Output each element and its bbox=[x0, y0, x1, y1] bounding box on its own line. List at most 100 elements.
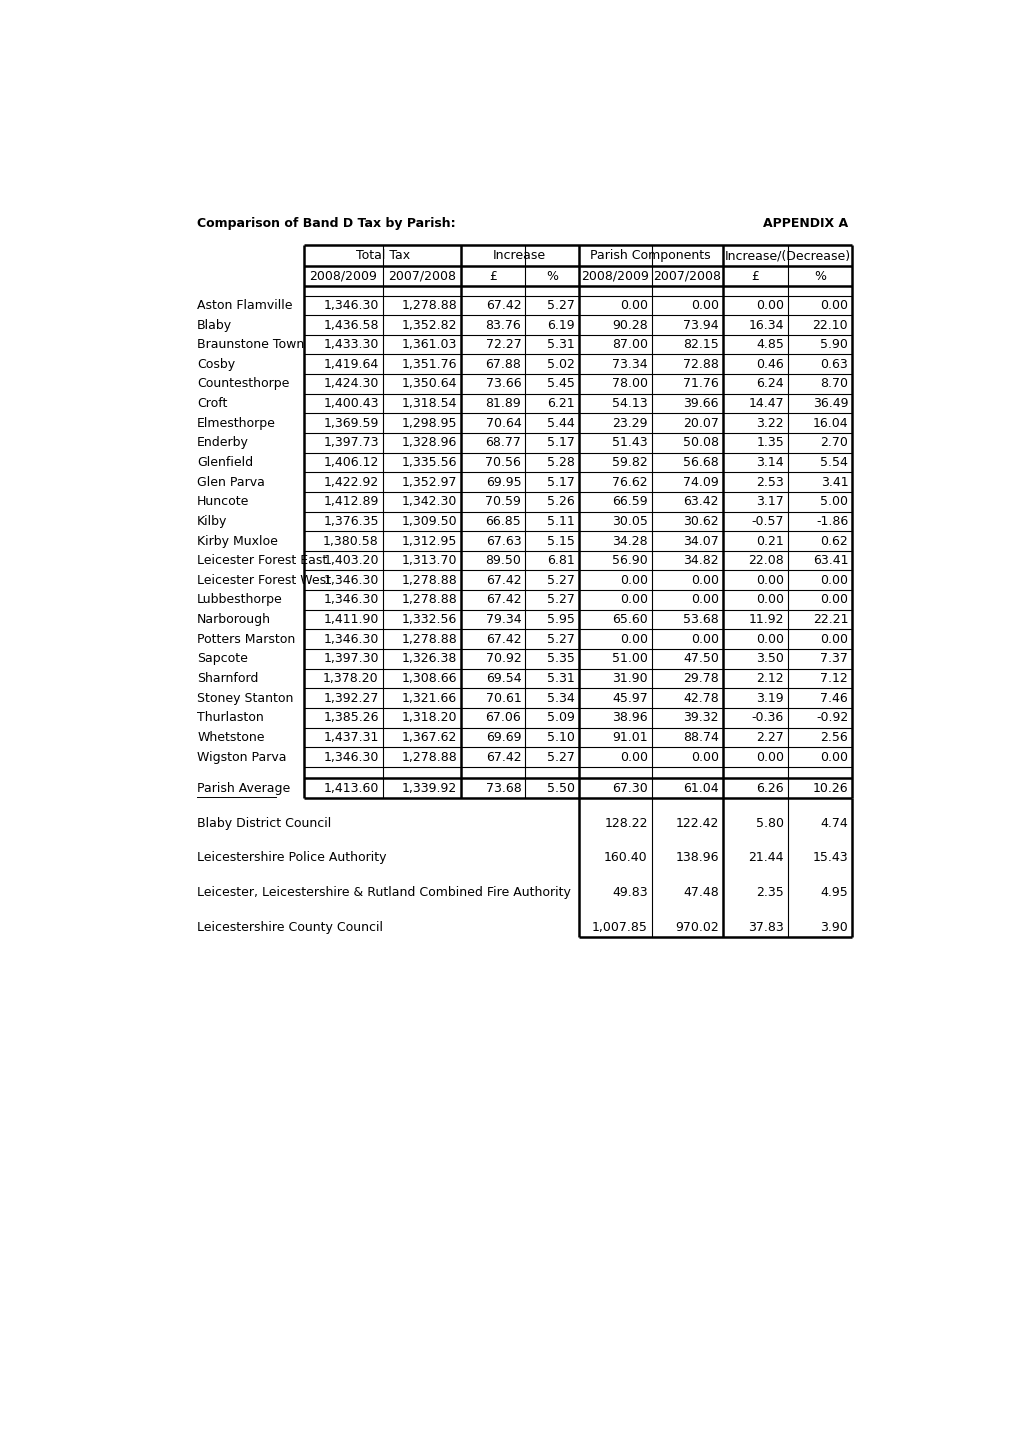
Text: 34.28: 34.28 bbox=[611, 534, 647, 547]
Text: 0.00: 0.00 bbox=[620, 574, 647, 587]
Text: 1,437.31: 1,437.31 bbox=[323, 730, 378, 745]
Text: Leicestershire County Council: Leicestershire County Council bbox=[197, 921, 383, 934]
Text: 0.00: 0.00 bbox=[819, 299, 848, 312]
Text: 5.27: 5.27 bbox=[546, 593, 574, 606]
Text: 2.53: 2.53 bbox=[756, 476, 784, 489]
Text: 1,385.26: 1,385.26 bbox=[323, 711, 378, 724]
Text: 7.37: 7.37 bbox=[819, 652, 848, 665]
Text: 20.07: 20.07 bbox=[683, 417, 718, 430]
Text: 22.10: 22.10 bbox=[812, 319, 848, 332]
Text: 2.70: 2.70 bbox=[819, 436, 848, 449]
Text: 16.04: 16.04 bbox=[812, 417, 848, 430]
Text: 1,335.56: 1,335.56 bbox=[401, 456, 457, 469]
Text: 34.07: 34.07 bbox=[683, 534, 718, 547]
Text: 11.92: 11.92 bbox=[748, 613, 784, 626]
Text: 53.68: 53.68 bbox=[683, 613, 718, 626]
Text: 2.27: 2.27 bbox=[756, 730, 784, 745]
Text: 2.35: 2.35 bbox=[756, 886, 784, 899]
Text: 67.42: 67.42 bbox=[485, 750, 521, 763]
Text: 63.41: 63.41 bbox=[812, 554, 848, 567]
Text: 1,369.59: 1,369.59 bbox=[323, 417, 378, 430]
Text: 15.43: 15.43 bbox=[812, 851, 848, 864]
Text: 1,308.66: 1,308.66 bbox=[401, 672, 457, 685]
Text: Aston Flamville: Aston Flamville bbox=[197, 299, 292, 312]
Text: 5.11: 5.11 bbox=[546, 515, 574, 528]
Text: Leicester Forest East: Leicester Forest East bbox=[197, 554, 327, 567]
Text: 59.82: 59.82 bbox=[611, 456, 647, 469]
Text: 70.92: 70.92 bbox=[485, 652, 521, 665]
Text: 0.00: 0.00 bbox=[620, 750, 647, 763]
Text: 74.09: 74.09 bbox=[683, 476, 718, 489]
Text: 2.56: 2.56 bbox=[819, 730, 848, 745]
Text: Parish Components: Parish Components bbox=[590, 250, 710, 263]
Text: 0.21: 0.21 bbox=[756, 534, 784, 547]
Text: 1,436.58: 1,436.58 bbox=[323, 319, 378, 332]
Text: 70.59: 70.59 bbox=[485, 495, 521, 508]
Text: Huncote: Huncote bbox=[197, 495, 250, 508]
Text: 5.34: 5.34 bbox=[546, 691, 574, 704]
Text: 160.40: 160.40 bbox=[603, 851, 647, 864]
Text: 1,326.38: 1,326.38 bbox=[401, 652, 457, 665]
Text: 3.90: 3.90 bbox=[819, 921, 848, 934]
Text: 34.82: 34.82 bbox=[683, 554, 718, 567]
Text: Narborough: Narborough bbox=[197, 613, 271, 626]
Text: 47.48: 47.48 bbox=[683, 886, 718, 899]
Text: 1,392.27: 1,392.27 bbox=[323, 691, 378, 704]
Text: 16.34: 16.34 bbox=[748, 319, 784, 332]
Text: 1,309.50: 1,309.50 bbox=[401, 515, 457, 528]
Text: 3.14: 3.14 bbox=[756, 456, 784, 469]
Text: 1,318.54: 1,318.54 bbox=[401, 397, 457, 410]
Text: 5.27: 5.27 bbox=[546, 299, 574, 312]
Text: 5.09: 5.09 bbox=[546, 711, 574, 724]
Text: 1,351.76: 1,351.76 bbox=[401, 358, 457, 371]
Text: 0.63: 0.63 bbox=[819, 358, 848, 371]
Text: 1,278.88: 1,278.88 bbox=[401, 750, 457, 763]
Text: Thurlaston: Thurlaston bbox=[197, 711, 264, 724]
Text: 76.62: 76.62 bbox=[611, 476, 647, 489]
Text: 69.54: 69.54 bbox=[485, 672, 521, 685]
Text: Potters Marston: Potters Marston bbox=[197, 632, 296, 645]
Text: 49.83: 49.83 bbox=[611, 886, 647, 899]
Text: 1,312.95: 1,312.95 bbox=[401, 534, 457, 547]
Text: 1,278.88: 1,278.88 bbox=[401, 593, 457, 606]
Text: 1,339.92: 1,339.92 bbox=[401, 782, 457, 795]
Text: 1,433.30: 1,433.30 bbox=[323, 338, 378, 351]
Text: 71.76: 71.76 bbox=[683, 378, 718, 391]
Text: 4.74: 4.74 bbox=[819, 817, 848, 830]
Text: 2008/2009: 2008/2009 bbox=[581, 270, 648, 283]
Text: 7.46: 7.46 bbox=[819, 691, 848, 704]
Text: 7.12: 7.12 bbox=[819, 672, 848, 685]
Text: 70.61: 70.61 bbox=[485, 691, 521, 704]
Text: 0.00: 0.00 bbox=[691, 593, 718, 606]
Text: 1,403.20: 1,403.20 bbox=[323, 554, 378, 567]
Text: Glen Parva: Glen Parva bbox=[197, 476, 265, 489]
Text: 29.78: 29.78 bbox=[683, 672, 718, 685]
Text: 1,413.60: 1,413.60 bbox=[323, 782, 378, 795]
Text: 5.45: 5.45 bbox=[546, 378, 574, 391]
Text: 30.62: 30.62 bbox=[683, 515, 718, 528]
Text: 0.00: 0.00 bbox=[620, 593, 647, 606]
Text: 0.00: 0.00 bbox=[691, 632, 718, 645]
Text: 66.85: 66.85 bbox=[485, 515, 521, 528]
Text: 1,376.35: 1,376.35 bbox=[323, 515, 378, 528]
Text: 47.50: 47.50 bbox=[683, 652, 718, 665]
Text: 128.22: 128.22 bbox=[603, 817, 647, 830]
Text: 42.78: 42.78 bbox=[683, 691, 718, 704]
Text: 5.10: 5.10 bbox=[546, 730, 574, 745]
Text: Leicester, Leicestershire & Rutland Combined Fire Authority: Leicester, Leicestershire & Rutland Comb… bbox=[197, 886, 571, 899]
Text: 67.42: 67.42 bbox=[485, 632, 521, 645]
Text: 0.00: 0.00 bbox=[620, 299, 647, 312]
Text: Leicester Forest West: Leicester Forest West bbox=[197, 574, 331, 587]
Text: 1,378.20: 1,378.20 bbox=[323, 672, 378, 685]
Text: 67.42: 67.42 bbox=[485, 299, 521, 312]
Text: 5.54: 5.54 bbox=[819, 456, 848, 469]
Text: 87.00: 87.00 bbox=[611, 338, 647, 351]
Text: Parish Average: Parish Average bbox=[197, 782, 290, 795]
Text: Glenfield: Glenfield bbox=[197, 456, 253, 469]
Text: 51.00: 51.00 bbox=[611, 652, 647, 665]
Text: 1,350.64: 1,350.64 bbox=[401, 378, 457, 391]
Text: 2.12: 2.12 bbox=[756, 672, 784, 685]
Text: 1,352.97: 1,352.97 bbox=[401, 476, 457, 489]
Text: 81.89: 81.89 bbox=[485, 397, 521, 410]
Text: 0.00: 0.00 bbox=[819, 593, 848, 606]
